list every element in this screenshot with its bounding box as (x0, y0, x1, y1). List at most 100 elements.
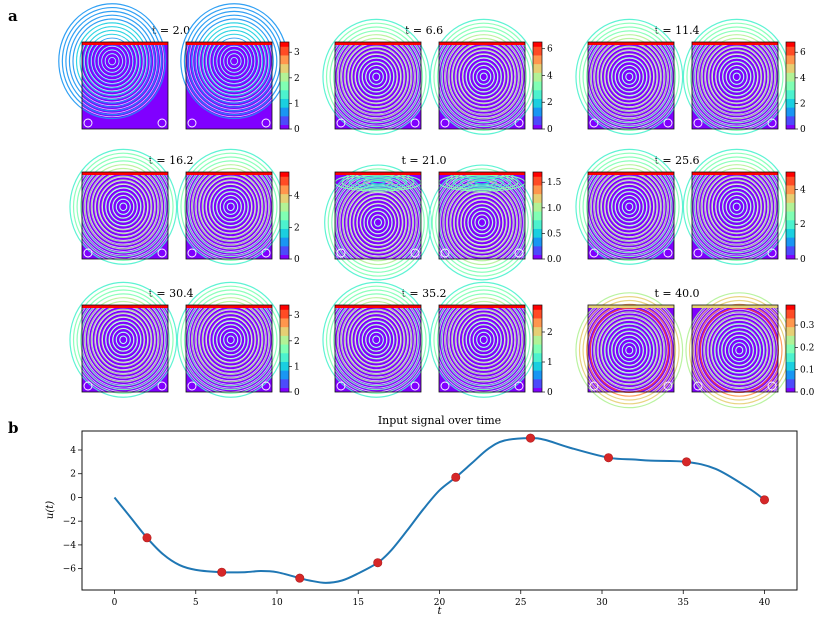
colorbar: 0.0 0.5 1.0 1.5 (532, 171, 562, 265)
sample-marker (373, 558, 383, 568)
sample-marker (525, 433, 535, 443)
colorbar: 0 2 4 (785, 171, 806, 265)
colorbar-tick-label: 2 (294, 223, 300, 233)
colorbar-tick-label: 0 (294, 388, 300, 398)
colorbar: 0 2 4 6 (532, 41, 553, 135)
colorbar-tick-label: 0.2 (800, 343, 814, 353)
sample-marker (142, 533, 152, 543)
colorbar-tick-label: 0 (294, 125, 300, 135)
snapshot-panel: t = 6.6 0 2 4 6 (322, 18, 553, 135)
colorbar: 0 2 4 6 (785, 41, 806, 135)
streamline-plot (685, 292, 794, 409)
y-tick-label: 4 (70, 446, 76, 456)
streamline-plot (429, 18, 538, 135)
snapshot-title: t = 6.6 (405, 24, 443, 37)
colorbar: 0 2 4 (279, 171, 300, 265)
streamline-plot (58, 3, 169, 130)
colorbar-tick-label: 6 (800, 48, 806, 58)
snapshot-title: t = 40.0 (654, 287, 699, 300)
streamline-plot (575, 148, 684, 265)
colorbar-tick-label: 0.3 (800, 321, 815, 331)
sample-markers (142, 433, 769, 583)
colorbar-tick-label: 0 (800, 125, 806, 135)
snapshot-title: t = 35.2 (401, 287, 446, 300)
sample-marker (217, 567, 227, 577)
streamline-plot (322, 281, 431, 398)
colorbar: 0 1 2 3 (279, 41, 300, 135)
colorbar-tick-label: 4 (800, 185, 806, 195)
panel-a-label: a (8, 7, 18, 25)
snapshot-panel: t = 2.0 0 1 2 3 (58, 3, 300, 135)
sample-marker (451, 472, 461, 482)
x-tick-label: 30 (596, 598, 608, 608)
sample-marker (681, 457, 691, 467)
colorbar-tick-label: 6 (547, 45, 553, 55)
colorbar-tick-label: 3 (294, 48, 300, 58)
snapshot-panel: t = 35.2 0 1 2 (322, 281, 553, 398)
colorbar-tick-label: 0.5 (547, 229, 562, 239)
snapshot-panel: t = 40.0 0.0 0.1 0.2 0.3 (575, 287, 815, 409)
colorbar-tick-label: 2 (547, 98, 553, 108)
y-ticks: −6 −4 −2 0 2 4 (63, 446, 82, 575)
streamline-plot (682, 18, 791, 135)
colorbar-tick-label: 4 (800, 74, 806, 84)
x-tick-label: 0 (112, 598, 118, 608)
colorbar-tick-label: 1.0 (547, 204, 562, 214)
sample-marker (759, 495, 769, 505)
colorbar: 0 1 2 3 (279, 304, 300, 398)
colorbar-tick-label: 0.1 (800, 366, 814, 376)
streamline-plot (69, 148, 178, 265)
snapshot-panel: t = 25.6 0 2 4 (575, 148, 806, 265)
snapshot-title: t = 21.0 (401, 154, 446, 167)
y-tick-label: −2 (63, 517, 76, 527)
colorbar-tick-label: 0 (547, 388, 553, 398)
line-chart-title: Input signal over time (378, 414, 501, 427)
colorbar-tick-label: 4 (547, 71, 553, 81)
x-tick-label: 5 (193, 598, 199, 608)
colorbar-tick-label: 2 (547, 328, 553, 338)
streamline-plot (575, 18, 684, 135)
x-tick-label: 15 (353, 598, 365, 608)
streamline-plot (575, 292, 684, 409)
x-ticks: 0 5 10 15 20 25 30 35 40 (112, 590, 771, 608)
x-tick-label: 20 (434, 598, 446, 608)
y-tick-label: 2 (70, 470, 76, 480)
snapshot-panel: t = 16.2 0 2 4 (69, 148, 300, 265)
x-tick-label: 25 (515, 598, 527, 608)
colorbar-tick-label: 2 (294, 337, 300, 347)
snapshot-title: t = 2.0 (152, 24, 190, 37)
x-tick-label: 35 (678, 598, 690, 608)
sample-marker (603, 453, 613, 463)
streamline-plot (324, 164, 432, 281)
colorbar-tick-label: 1 (294, 99, 300, 109)
colorbar-tick-label: 3 (294, 311, 300, 321)
colorbar-tick-label: 1.5 (547, 178, 562, 188)
colorbar-tick-label: 2 (800, 99, 806, 109)
snapshot-grid: t = 2.0 0 1 2 3 t = 6.6 0 2 4 6 t = 11.4 0 2 4 6 t = 16… (58, 3, 815, 409)
colorbar: 0.0 0.1 0.2 0.3 (785, 304, 815, 398)
colorbar-tick-label: 0 (800, 255, 806, 265)
streamline-plot (176, 281, 285, 398)
streamline-plot (176, 148, 285, 265)
colorbar-tick-label: 1 (547, 358, 553, 368)
colorbar-tick-label: 4 (294, 192, 300, 202)
streamline-plot (322, 18, 431, 135)
streamline-plot (429, 281, 538, 398)
snapshot-panel: t = 21.0 0.0 0.5 1.0 1.5 (324, 154, 562, 281)
streamline-plot (180, 3, 289, 130)
streamline-plot (428, 164, 536, 281)
line-chart-frame (81, 430, 798, 591)
colorbar-tick-label: 0.0 (800, 388, 815, 398)
colorbar-tick-label: 2 (800, 220, 806, 230)
snapshot-title: t = 30.4 (148, 287, 193, 300)
streamline-plot (69, 281, 178, 398)
snapshot-title: t = 16.2 (148, 154, 193, 167)
y-tick-label: 0 (70, 493, 76, 503)
y-tick-label: −6 (63, 565, 77, 575)
y-axis-label: u(t) (45, 501, 56, 519)
sample-marker (295, 573, 305, 583)
snapshot-panel: t = 11.4 0 2 4 6 (575, 18, 806, 135)
colorbar-tick-label: 2 (294, 74, 300, 84)
x-tick-label: 40 (759, 598, 771, 608)
colorbar-tick-label: 1 (294, 362, 300, 372)
